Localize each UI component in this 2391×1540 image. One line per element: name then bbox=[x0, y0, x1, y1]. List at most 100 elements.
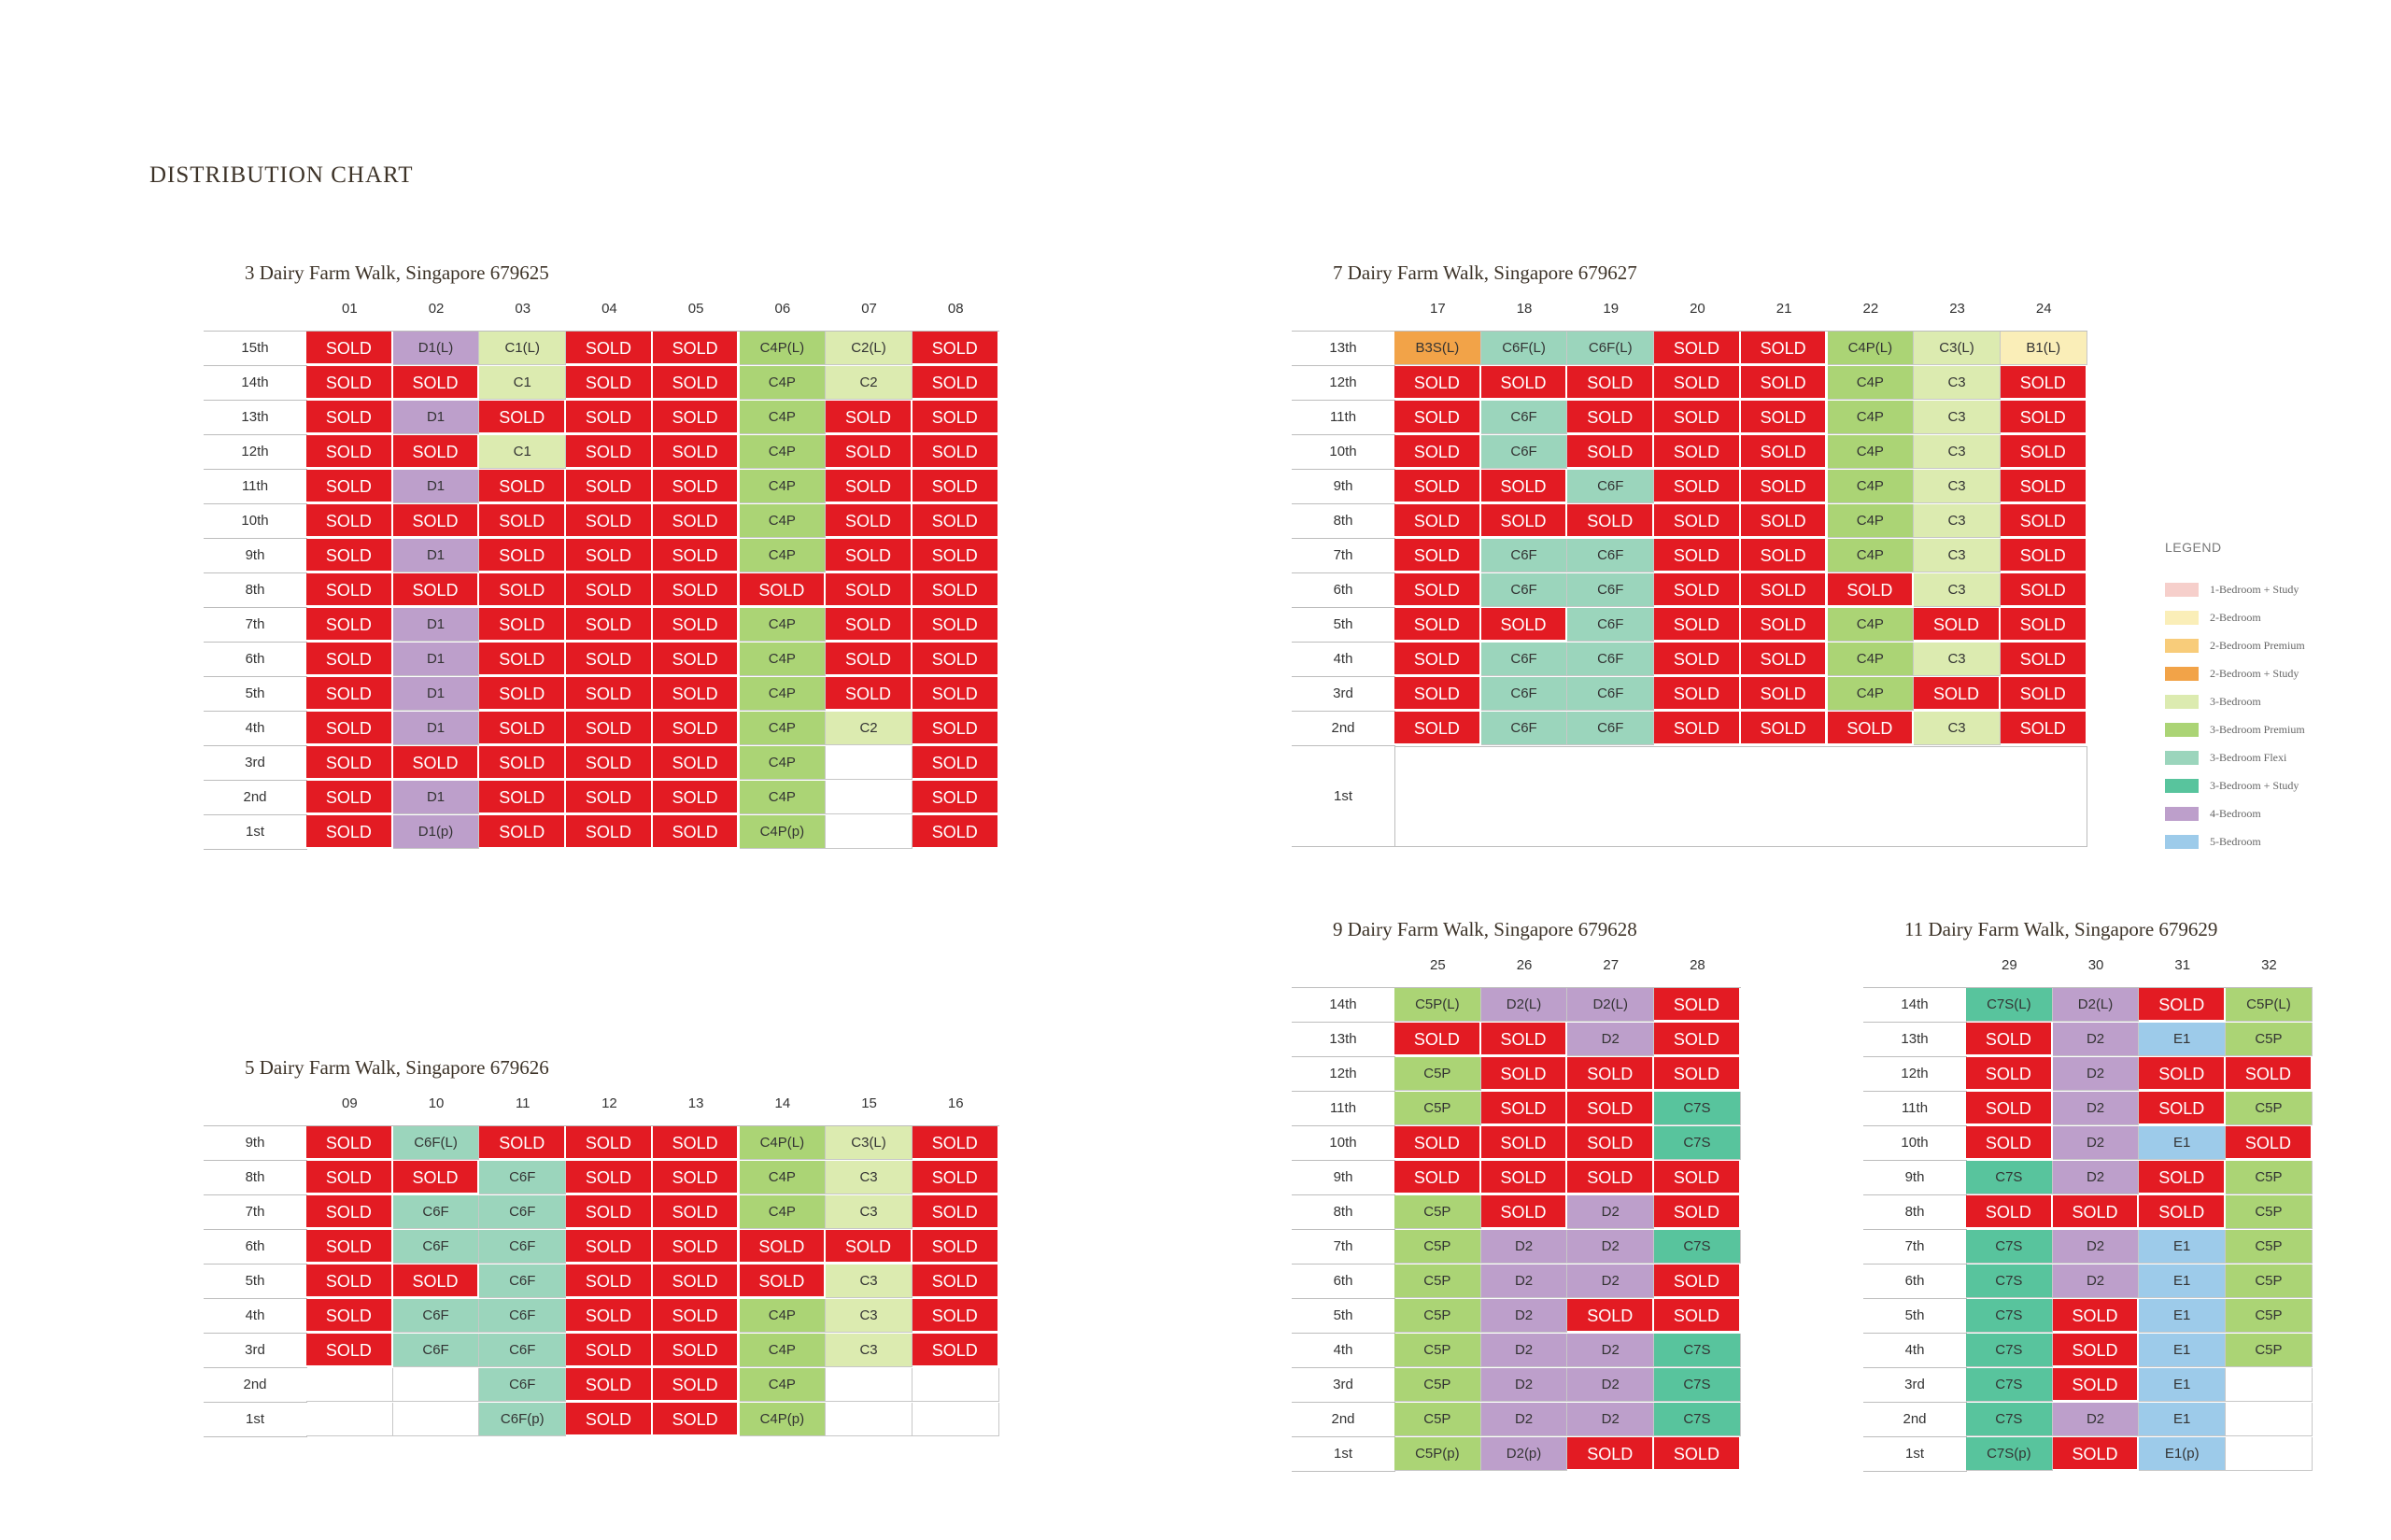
legend-item: 2-Bedroom + Study bbox=[2165, 659, 2305, 687]
unit-cell-available: D1(p) bbox=[392, 815, 480, 849]
unit-cell-available: C4P bbox=[1827, 608, 1915, 642]
unit-cell-sold: SOLD bbox=[2052, 1368, 2140, 1402]
unit-cell-available: C4P bbox=[739, 366, 827, 400]
unit-cell-available: C4P bbox=[739, 1334, 827, 1367]
column-header: 05 bbox=[687, 301, 704, 317]
unit-cell-sold: SOLD bbox=[2052, 1437, 2140, 1471]
legend-label: 2-Bedroom Premium bbox=[2210, 638, 2305, 652]
unit-cell-sold: SOLD bbox=[912, 435, 999, 469]
unit-cell-available: D2 bbox=[2052, 1264, 2140, 1298]
legend-item: 3-Bedroom Flexi bbox=[2165, 743, 2305, 771]
unit-cell-sold: SOLD bbox=[392, 1161, 480, 1194]
legend-item: 1-Bedroom + Study bbox=[2165, 575, 2305, 603]
unit-cell-sold: SOLD bbox=[1567, 1092, 1655, 1125]
legend-label: 3-Bedroom Flexi bbox=[2210, 750, 2287, 764]
unit-cell-available: E1 bbox=[2139, 1126, 2227, 1160]
unit-cell-sold: SOLD bbox=[1654, 608, 1741, 642]
unit-cell-available: C4P bbox=[1827, 401, 1915, 434]
unit-cell-available: C6F bbox=[1480, 401, 1568, 434]
unit-cell-available: C6F(L) bbox=[392, 1126, 480, 1160]
unit-cell-sold: SOLD bbox=[652, 573, 740, 607]
floor-row: 11th SOLD C6F SOLD SOLD SOLD C4P C3 SOLD bbox=[1292, 401, 2087, 435]
unit-cell-sold: SOLD bbox=[1654, 643, 1741, 676]
unit-cell-available: C5P bbox=[1394, 1334, 1481, 1367]
unit-cell-available: C3 bbox=[826, 1334, 913, 1367]
unit-cell-available: C7S bbox=[1654, 1092, 1741, 1125]
column-header: 31 bbox=[2174, 957, 2191, 973]
block-title: 11 Dairy Farm Walk, Singapore 679629 bbox=[1904, 918, 2218, 940]
unit-cell-sold: SOLD bbox=[1654, 401, 1741, 434]
column-header: 17 bbox=[1430, 301, 1446, 317]
unit-cell-sold: SOLD bbox=[1394, 504, 1481, 538]
unit-cell-sold: SOLD bbox=[306, 781, 393, 814]
unit-cell-sold: SOLD bbox=[1740, 677, 1828, 711]
unit-cell-sold: SOLD bbox=[1654, 332, 1741, 365]
unit-cell-sold: SOLD bbox=[479, 815, 567, 849]
unit-cell-sold: SOLD bbox=[1480, 1195, 1568, 1229]
unit-cell-sold: SOLD bbox=[826, 435, 913, 469]
unit-cell-sold: SOLD bbox=[2000, 539, 2087, 572]
unit-cell-sold: SOLD bbox=[306, 504, 393, 538]
unit-cell-available: E1 bbox=[2139, 1264, 2227, 1298]
floor-row: 8th SOLD SOLD SOLD SOLD SOLD SOLD SOLD SOLD bbox=[204, 573, 999, 608]
column-header: 03 bbox=[515, 301, 531, 317]
unit-cell-sold: SOLD bbox=[1480, 608, 1568, 642]
unit-cell-sold: SOLD bbox=[306, 332, 393, 365]
unit-cell-available: C6F bbox=[1480, 712, 1568, 745]
unit-cell-available: C5P bbox=[2226, 1264, 2313, 1298]
column-header: 19 bbox=[1603, 301, 1620, 317]
unit-cell-available: C5P bbox=[1394, 1057, 1481, 1091]
column-header: 01 bbox=[342, 301, 358, 317]
legend-items: 1-Bedroom + Study 2-Bedroom 2-Bedroom Prem… bbox=[2165, 575, 2305, 855]
unit-cell-sold: SOLD bbox=[306, 1230, 393, 1264]
floor-label: 12th bbox=[1292, 1057, 1395, 1092]
floor-row: 3rd C5P D2 D2 C7S bbox=[1292, 1368, 1741, 1403]
floor-row: 5th SOLD D1 SOLD SOLD SOLD C4P SOLD SOLD bbox=[204, 677, 999, 712]
unit-cell-sold: SOLD bbox=[1966, 1195, 2053, 1229]
unit-cell-sold: SOLD bbox=[479, 608, 567, 642]
floor-label: 9th bbox=[1863, 1161, 1967, 1195]
unit-cell-available: E1 bbox=[2139, 1299, 2227, 1333]
unit-cell-sold: SOLD bbox=[1654, 539, 1741, 572]
floor-label: 4th bbox=[204, 712, 307, 746]
unit-cell-sold: SOLD bbox=[1654, 988, 1741, 1022]
column-header: 22 bbox=[1862, 301, 1879, 317]
unit-cell-sold: SOLD bbox=[739, 1264, 827, 1298]
unit-cell-sold: SOLD bbox=[652, 332, 740, 365]
unit-cell-available: C6F bbox=[392, 1230, 480, 1264]
unit-cell-available: C3 bbox=[826, 1195, 913, 1229]
unit-cell-available: D1 bbox=[392, 470, 480, 503]
unit-cell-sold: SOLD bbox=[1567, 1299, 1655, 1333]
unit-cell-sold: SOLD bbox=[479, 573, 567, 607]
unit-cell-available: D2 bbox=[1480, 1264, 1568, 1298]
unit-cell-available: D2(p) bbox=[1480, 1437, 1568, 1471]
column-header: 20 bbox=[1690, 301, 1705, 317]
unit-cell-available: E1 bbox=[2139, 1230, 2227, 1264]
unit-cell-available: D2 bbox=[1567, 1195, 1655, 1229]
unit-cell-sold: SOLD bbox=[1740, 539, 1828, 572]
unit-cell-available: D1 bbox=[392, 677, 480, 711]
legend-item: 2-Bedroom bbox=[2165, 603, 2305, 631]
floor-label: 15th bbox=[204, 332, 307, 366]
unit-cell-sold: SOLD bbox=[826, 401, 913, 434]
unit-cell-sold: SOLD bbox=[912, 470, 999, 503]
unit-cell-sold: SOLD bbox=[566, 435, 653, 469]
unit-cell-available: D2 bbox=[2052, 1057, 2140, 1091]
unit-cell-available: C3 bbox=[1914, 401, 2001, 434]
unit-cell-empty bbox=[826, 781, 913, 814]
floor-row: 2nd SOLD D1 SOLD SOLD SOLD C4P SOLD bbox=[204, 781, 999, 815]
floor-label: 3rd bbox=[1863, 1368, 1967, 1403]
unit-cell-available: C4P bbox=[1827, 643, 1915, 676]
unit-cell-empty bbox=[2226, 1403, 2313, 1436]
unit-cell-sold: SOLD bbox=[1567, 401, 1655, 434]
floor-label: 13th bbox=[1292, 332, 1395, 366]
unit-cell-sold: SOLD bbox=[306, 1195, 393, 1229]
floor-row: 8th C5P SOLD D2 SOLD bbox=[1292, 1195, 1741, 1230]
floor-label: 8th bbox=[1292, 504, 1395, 539]
unit-cell-sold: SOLD bbox=[2000, 712, 2087, 745]
unit-cell-sold: SOLD bbox=[1567, 1057, 1655, 1091]
legend-swatch bbox=[2165, 750, 2199, 765]
floor-label: 13th bbox=[1863, 1023, 1967, 1057]
unit-cell-sold: SOLD bbox=[1654, 677, 1741, 711]
unit-cell-sold: SOLD bbox=[566, 1126, 653, 1160]
